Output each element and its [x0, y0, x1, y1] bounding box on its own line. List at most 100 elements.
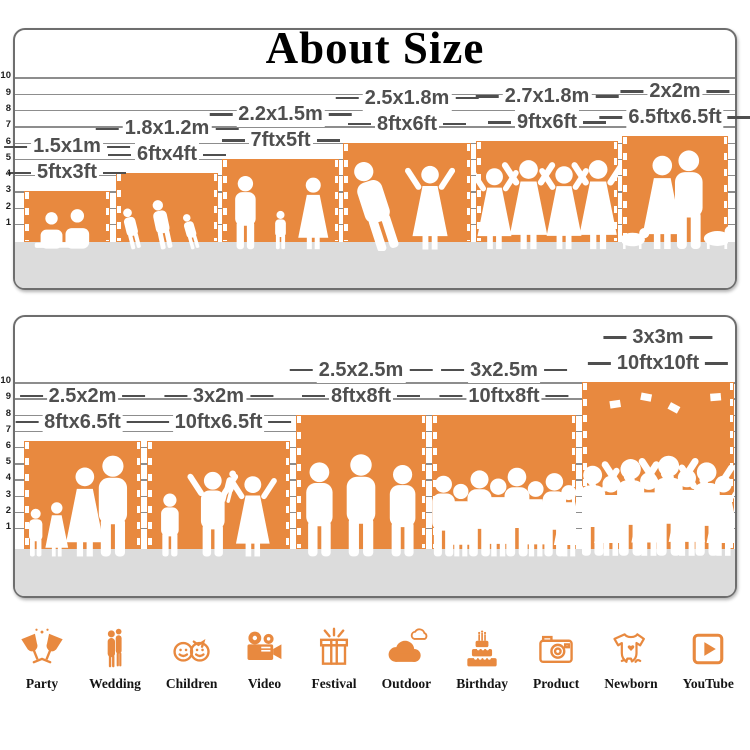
children-icon: [170, 624, 214, 672]
axis-tick-label: 8: [5, 102, 11, 114]
size-label-imperial: 7ftx5ft: [221, 127, 340, 153]
dashed-edge: [25, 192, 29, 241]
ground-strip: [15, 549, 735, 596]
size-label-text: 1.5x1m: [31, 134, 103, 160]
category-item-party: Party: [20, 624, 64, 692]
size-chart-panel-top: 1.5x1m 5ftx3ft 1.8x1.2m 6ftx4ft 2.2x1.5m 7ftx…: [4, 28, 750, 290]
dashed-edge: [25, 441, 29, 548]
category-item-festival: Festival: [312, 624, 357, 692]
dashed-edge: [723, 136, 727, 241]
label-line: [103, 171, 127, 175]
category-label: Product: [533, 676, 580, 691]
category-item-wedding: Wedding: [89, 624, 141, 692]
ground-strip: [15, 242, 735, 288]
label-line: [595, 95, 619, 98]
category-label: Wedding: [89, 676, 141, 691]
dashed-edge: [148, 441, 152, 548]
gridline: [15, 109, 735, 112]
people-silhouette: [29, 455, 128, 556]
label-line: [727, 116, 750, 119]
size-label-imperial: 6ftx4ft: [107, 142, 227, 168]
axis-tick-label: 9: [5, 391, 11, 403]
size-label-text: 2.5x2.5m: [316, 357, 406, 383]
festival-icon: [312, 624, 356, 672]
label-line: [455, 96, 479, 100]
axis-tick-label: 9: [5, 86, 11, 98]
size-bar: [24, 191, 110, 249]
label-line: [126, 420, 150, 424]
category-label: Party: [25, 676, 59, 691]
size-label-imperial: 8ftx6ft: [347, 111, 467, 137]
size-label-metric: 2.5x2.5m: [289, 357, 433, 383]
size-bar: [24, 440, 141, 556]
size-bar: [116, 173, 218, 250]
category-label: Birthday: [456, 676, 508, 691]
dashed-edge: [613, 141, 617, 241]
size-label-text: 8ftx8ft: [328, 383, 394, 409]
category-item-outdoor: Outdoor: [382, 624, 431, 692]
size-label-text: 10ftx10ft: [614, 351, 702, 377]
label-line: [4, 145, 28, 149]
size-label-metric: 2.7x1.8m: [475, 83, 619, 109]
label-line: [620, 90, 644, 93]
axis-tick-label: 10: [0, 375, 11, 387]
size-label-text: 6.5ftx6.5ft: [626, 104, 724, 130]
label-line: [215, 127, 239, 131]
label-line: [95, 127, 119, 131]
label-line: [122, 394, 146, 398]
size-label-metric: 1.8x1.2m: [95, 116, 239, 142]
category-item-birthday: Birthday: [456, 624, 508, 692]
label-line: [250, 394, 274, 398]
axis-tick-label: 6: [5, 440, 11, 451]
size-label-imperial: 8ftx8ft: [301, 383, 421, 409]
size-label-text: 2.7x1.8m: [502, 83, 592, 109]
axis-tick-label: 3: [5, 184, 11, 196]
people-silhouette: [306, 453, 416, 556]
axis-tick-label: 4: [5, 168, 11, 180]
label-line: [347, 122, 371, 126]
label-line: [163, 394, 187, 398]
size-label-text: 6ftx4ft: [134, 142, 200, 168]
size-bar: [296, 414, 426, 556]
size-label-metric: 2.5x2m: [19, 383, 146, 409]
size-bar: [582, 382, 734, 556]
label-line: [316, 139, 340, 142]
size-label-text: 9ftx6ft: [514, 109, 580, 135]
axis-tick-label: 4: [5, 472, 11, 484]
axis-ticks-top: 1 2 3 4 5 6 7 8 9 10: [0, 28, 12, 290]
size-bar: [343, 142, 471, 251]
size-label-text: 10ftx8ft: [466, 383, 542, 409]
size-label-imperial: 10ftx10ft: [587, 351, 729, 377]
label-line: [706, 90, 730, 93]
category-label: YouTube: [682, 676, 734, 691]
dashed-edge: [623, 136, 627, 241]
size-label-metric: 2.2x1.5m: [209, 101, 352, 127]
category-item-newborn: Newborn: [604, 624, 658, 692]
label-line: [603, 336, 627, 339]
axis-ticks-bottom: 1 2 3 4 5 6 7 8 9 10: [0, 315, 12, 598]
label-line: [487, 121, 511, 124]
dashed-edge: [433, 415, 437, 548]
dashed-edge: [285, 441, 289, 548]
label-line: [543, 368, 567, 372]
size-label-metric: 2x2m: [620, 78, 730, 104]
people-silhouette: [622, 150, 728, 249]
axis-tick-label: 5: [5, 456, 11, 468]
dashed-edge: [571, 415, 575, 548]
axis-tick-label: 10: [0, 70, 11, 82]
category-item-product: Product: [533, 624, 579, 692]
dashed-edge: [223, 159, 227, 241]
newborn-icon: [609, 624, 653, 672]
dashed-edge: [334, 159, 338, 241]
label-line: [19, 394, 43, 398]
size-label-text: 2.5x1.8m: [362, 85, 452, 111]
label-line: [475, 95, 499, 98]
label-line: [328, 113, 352, 116]
axis-tick-label: 5: [5, 151, 11, 163]
gridline: [15, 382, 735, 384]
people-silhouette: [354, 161, 456, 251]
category-item-youtube: YouTube: [683, 624, 734, 692]
label-line: [209, 113, 233, 116]
category-label: Newborn: [604, 676, 658, 691]
label-line: [107, 153, 131, 157]
